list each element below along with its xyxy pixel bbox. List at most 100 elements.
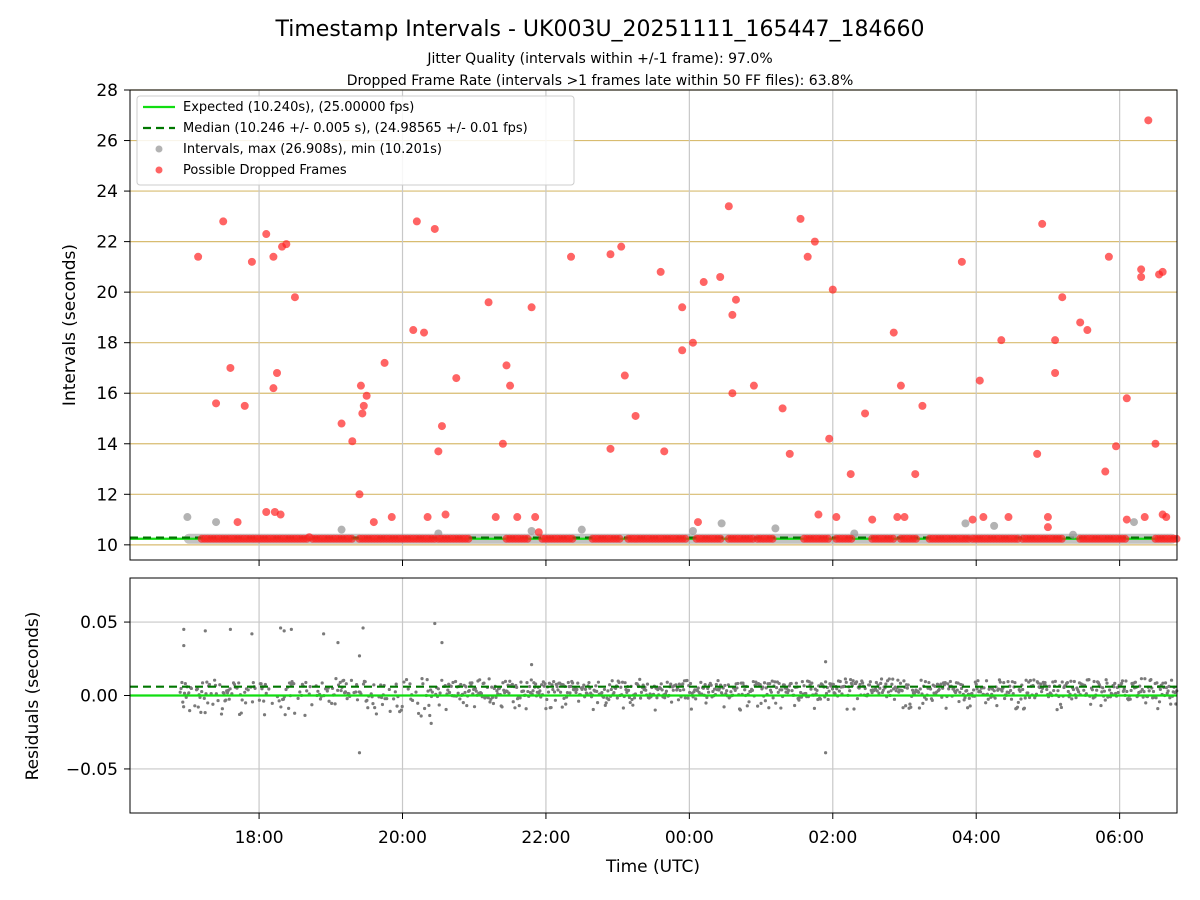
dropped-point [724, 202, 733, 211]
y-tick-label: 10 [96, 536, 118, 556]
dropped-point [337, 419, 346, 428]
dropped-point [803, 252, 812, 261]
residual-point [615, 696, 619, 700]
residual-point [365, 698, 369, 703]
residual-point [610, 679, 614, 683]
residual-point [196, 705, 200, 709]
dropped-point [731, 295, 740, 304]
interval-point [183, 513, 192, 522]
residual-point [371, 702, 375, 706]
residual-point [830, 687, 835, 691]
dropped-point [975, 376, 984, 385]
residual-point [188, 709, 192, 713]
residual-point [399, 708, 403, 712]
residual-point [1043, 680, 1047, 685]
residual-point [179, 686, 183, 691]
residual-point [361, 682, 366, 686]
residual-point [303, 713, 307, 717]
residual-point [824, 680, 828, 684]
dropped-point [430, 224, 439, 233]
residual-point [1155, 681, 1159, 685]
dropped-point [825, 434, 834, 443]
residual-point [1169, 678, 1174, 682]
residual-point [447, 690, 452, 695]
residual-point [1013, 681, 1017, 685]
residual-point [874, 680, 878, 685]
x-tick-label: 04:00 [952, 828, 1001, 848]
dropped-point [1112, 442, 1121, 451]
residual-point [824, 691, 829, 696]
residual-point [440, 641, 444, 645]
interval-point [527, 526, 536, 535]
residual-point [425, 677, 429, 682]
residual-point [205, 680, 209, 684]
residual-point [886, 690, 891, 694]
residual-point [632, 696, 637, 700]
residual-point [257, 698, 261, 702]
residual-point [975, 687, 979, 691]
residual-point [688, 690, 692, 695]
legend-label: Expected (10.240s), (25.00000 fps) [183, 100, 414, 115]
residual-point [178, 690, 182, 694]
residual-point [1010, 680, 1014, 684]
dropped-point [1083, 326, 1092, 335]
residual-point [202, 696, 206, 701]
residual-point [759, 701, 763, 705]
residual-point [1157, 700, 1162, 704]
residual-point [544, 707, 548, 711]
residual-point [304, 680, 308, 685]
residual-point [890, 682, 894, 686]
dropped-point [1057, 534, 1066, 543]
residual-point [1007, 690, 1011, 695]
residual-point [878, 686, 882, 690]
residual-point [750, 688, 755, 692]
residual-point [1028, 678, 1033, 683]
residual-point [349, 678, 354, 682]
residual-point [1169, 702, 1173, 706]
residual-point [789, 681, 793, 686]
residual-point [244, 701, 248, 705]
residual-point [555, 685, 559, 689]
residual-point [998, 680, 1002, 684]
dropped-point [997, 336, 1006, 345]
residual-point [686, 696, 690, 700]
residual-point [722, 705, 726, 709]
residual-point [807, 680, 811, 684]
dropped-point [420, 328, 429, 337]
residual-point [1166, 689, 1170, 693]
residual-point [917, 706, 922, 710]
residual-point [278, 626, 283, 630]
interval-point [990, 521, 999, 530]
residual-point [199, 710, 203, 715]
dropped-point [749, 381, 758, 390]
residual-point [824, 751, 828, 755]
residual-point [812, 706, 817, 711]
residual-point [211, 702, 215, 706]
residual-point [790, 688, 794, 693]
residual-point [436, 687, 440, 691]
residual-point [1125, 689, 1129, 694]
residual-point [478, 678, 482, 682]
residual-point [905, 686, 909, 690]
residual-point [449, 684, 453, 689]
residual-point [488, 700, 492, 704]
dropped-point [1121, 534, 1130, 543]
dropped-point [900, 513, 909, 522]
residuals-panel: −0.05 0.00 0.05 18:00 20:00 22:00 00:00 02:00 04… [66, 577, 1179, 848]
residual-point [682, 688, 686, 692]
residual-point [1055, 708, 1059, 712]
residual-point [1149, 678, 1153, 682]
residual-point [826, 697, 830, 702]
dropped-point [768, 534, 777, 543]
residual-point [282, 629, 286, 633]
residual-point [799, 690, 803, 695]
dropped-point [484, 298, 493, 307]
residual-point [892, 697, 897, 701]
residual-point [774, 686, 779, 690]
residual-point [1077, 690, 1081, 694]
dropped-point [716, 534, 725, 543]
legend: Expected (10.240s), (25.00000 fps) Median… [136, 95, 575, 186]
residual-point [685, 678, 689, 683]
dropped-point [269, 252, 278, 261]
